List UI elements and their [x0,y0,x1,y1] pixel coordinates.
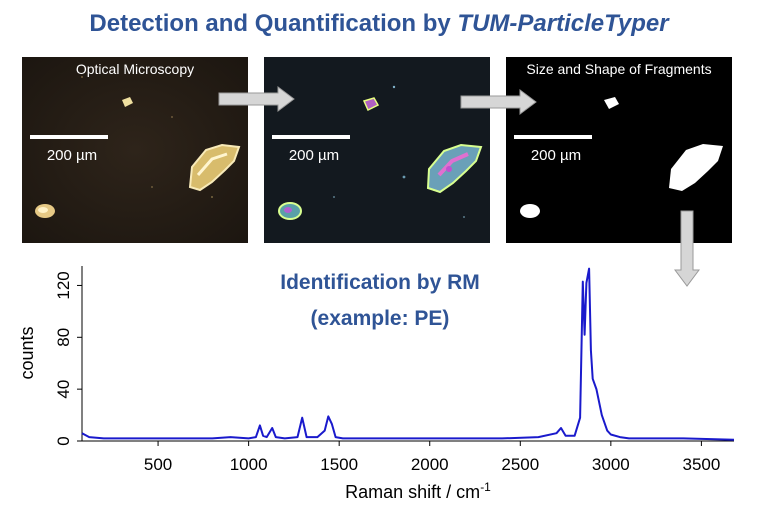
y-axis-label: counts [17,326,37,379]
identification-subtitle: (example: PE) [310,307,450,330]
scale-bar-label: 200 µm [530,147,582,164]
spectrum-line [81,267,735,441]
x-tick-label: 2000 [411,455,449,474]
x-axis-label-superscript: -1 [480,480,491,494]
title-software-name: TUM-ParticleTyper [457,10,669,37]
fragment-mask-image [506,57,732,243]
x-tick-label: 2500 [501,455,539,474]
particle-detection-image [264,57,490,243]
right-arrow-icon [460,89,537,115]
y-tick-label: 120 [54,271,73,299]
y-tick-label: 0 [54,436,73,445]
scale-bar-label: 200 µm [46,147,98,164]
scale-bar-label: 200 µm [288,147,340,164]
figure-title: Detection and Quantification by TUM-Part… [0,10,758,38]
optical-microscopy-image [22,57,248,243]
fragment-mask-panel: Size and Shape of Fragments 200 µm [506,57,732,243]
x-tick-label: 1000 [230,455,268,474]
right-arrow-icon [218,86,295,112]
x-axis-label: Raman shift / cm-1 [345,480,491,502]
x-axis-label-text: Raman shift / cm [345,482,480,502]
down-arrow-icon [674,210,700,287]
x-tick-label: 3500 [682,455,720,474]
identification-title: Identification by RM [280,271,480,294]
particle-detection-panel: 200 µm [264,57,490,243]
optical-microscopy-panel: Optical Microscopy 200 µm [22,57,248,243]
y-tick-label: 80 [54,328,73,347]
x-tick-label: 500 [144,455,172,474]
panel-label: Size and Shape of Fragments [526,61,712,77]
raman-spectrum-chart: 500 1000 1500 2000 2500 3000 3500 0 40 80 120 Ram… [17,266,735,502]
panel-label: Optical Microscopy [75,61,195,77]
title-text: Detection and Quantification by [89,10,458,37]
x-tick-label: 1500 [320,455,358,474]
y-tick-label: 40 [54,380,73,399]
x-tick-label: 3000 [592,455,630,474]
